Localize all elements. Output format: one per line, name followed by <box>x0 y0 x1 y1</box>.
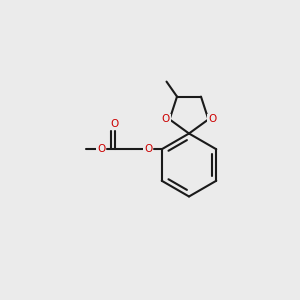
Text: O: O <box>208 114 216 124</box>
Text: O: O <box>144 144 152 154</box>
Text: O: O <box>111 119 119 129</box>
Text: O: O <box>97 144 105 154</box>
Text: O: O <box>162 114 170 124</box>
